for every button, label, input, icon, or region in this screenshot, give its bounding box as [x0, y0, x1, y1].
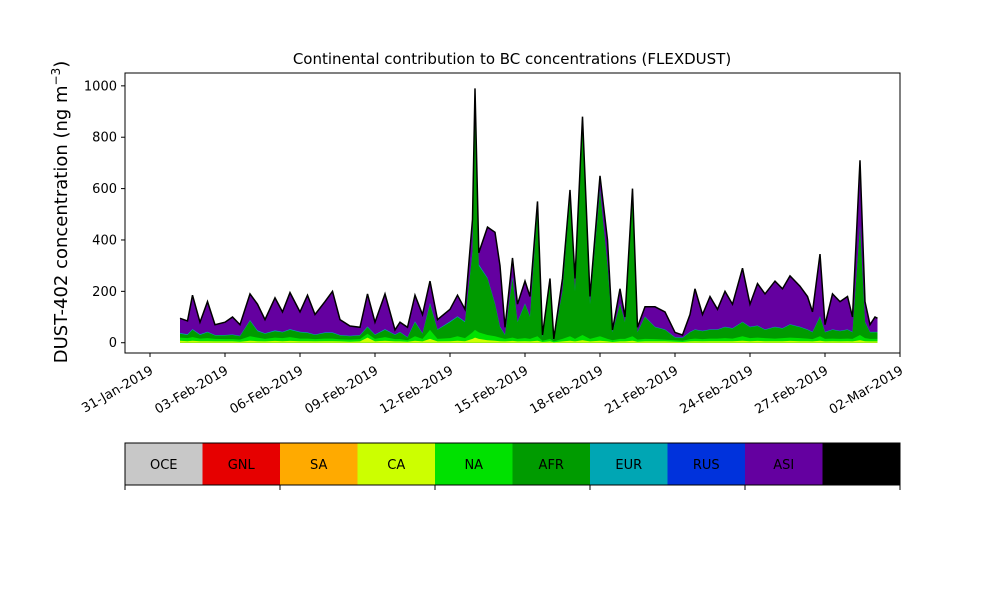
colorbar-swatch-na: [435, 443, 513, 485]
y-axis-label-close: ): [51, 61, 72, 68]
colorbar-swatch-ca: [357, 443, 436, 485]
colorbar-label-ca: CA: [387, 458, 405, 473]
colorbar-label-eur: EUR: [615, 458, 642, 473]
area-asi: [180, 88, 878, 343]
colorbar-swatch-rus: [667, 443, 746, 485]
colorbar-label-aus: AUS: [848, 458, 875, 473]
y-tick-label: 800: [92, 131, 117, 146]
colorbar-label-afr: AFR: [539, 458, 564, 473]
colorbar-label-na: NA: [464, 458, 483, 473]
y-tick-label: 400: [92, 233, 117, 248]
colorbar-swatch-aus: [822, 443, 901, 485]
y-tick-label: 0: [109, 336, 117, 351]
colorbar-label-asi: ASI: [773, 458, 794, 473]
colorbar-swatch-sa: [280, 443, 358, 485]
y-tick-label: 200: [92, 285, 117, 300]
colorbar-swatch-oce: [125, 443, 203, 485]
plot-frame: [124, 72, 901, 354]
colorbar-swatch-asi: [745, 443, 823, 485]
colorbar-label-rus: RUS: [693, 458, 720, 473]
y-axis-label-main: DUST-402 concentration (ng m: [51, 85, 72, 363]
colorbar-swatch-afr: [512, 443, 591, 485]
colorbar-label-gnl: GNL: [228, 458, 256, 473]
area-na: [180, 329, 878, 343]
colorbar-swatch-gnl: [202, 443, 281, 485]
region-colorbar: OCE GNL SA CA NA AFR EUR RUS ASI AUS: [124, 442, 901, 490]
y-axis-label-superscript: −3: [49, 68, 63, 86]
y-axis: 0 200 400 600 800 1000: [84, 79, 125, 351]
colorbar-label-sa: SA: [310, 458, 327, 473]
stacked-areas: [179, 88, 878, 343]
y-tick-label: 1000: [84, 79, 117, 94]
colorbar-swatch-eur: [590, 443, 668, 485]
colorbar-label-oce: OCE: [150, 458, 178, 473]
colorbar-frame: [124, 442, 901, 486]
chart-title: Continental contribution to BC concentra…: [293, 50, 731, 68]
area-ca: [180, 337, 878, 343]
y-tick-label: 600: [92, 182, 117, 197]
y-axis-label: DUST-402 concentration (ng m−3): [49, 61, 72, 364]
total-line: [179, 88, 878, 340]
